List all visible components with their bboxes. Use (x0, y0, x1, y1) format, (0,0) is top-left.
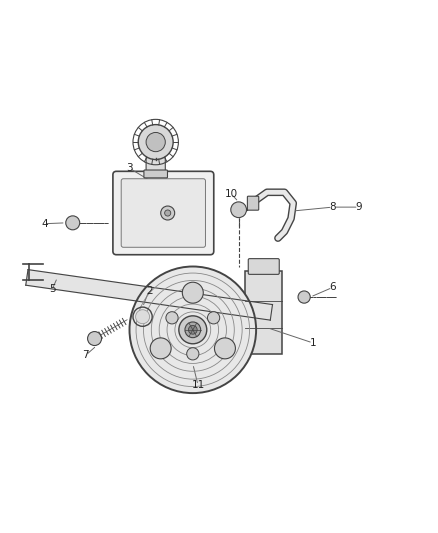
Polygon shape (26, 270, 272, 320)
Circle shape (187, 348, 199, 360)
Circle shape (166, 312, 178, 324)
Circle shape (179, 316, 207, 344)
Circle shape (66, 216, 80, 230)
Text: 3: 3 (126, 163, 133, 173)
Circle shape (185, 322, 201, 338)
Circle shape (182, 282, 203, 303)
Circle shape (165, 210, 171, 216)
Circle shape (130, 266, 256, 393)
FancyBboxPatch shape (113, 171, 214, 255)
Circle shape (231, 202, 247, 217)
Circle shape (188, 326, 197, 334)
Text: 9: 9 (355, 202, 362, 212)
FancyBboxPatch shape (121, 179, 205, 247)
Text: 11: 11 (191, 380, 205, 390)
Text: 1: 1 (310, 338, 316, 348)
Circle shape (88, 332, 102, 345)
Circle shape (215, 338, 235, 359)
FancyBboxPatch shape (247, 196, 259, 210)
FancyBboxPatch shape (248, 259, 279, 274)
FancyBboxPatch shape (144, 170, 167, 178)
Circle shape (146, 133, 165, 152)
Text: 4: 4 (41, 219, 48, 229)
Text: 2: 2 (146, 286, 152, 295)
Text: 5: 5 (49, 284, 56, 294)
Text: 6: 6 (329, 282, 336, 293)
Circle shape (161, 206, 175, 220)
Circle shape (150, 338, 171, 359)
Text: 8: 8 (329, 202, 336, 212)
Text: 7: 7 (82, 350, 89, 360)
Bar (245, 271, 283, 354)
Circle shape (298, 291, 310, 303)
Text: 10: 10 (225, 189, 238, 199)
Circle shape (138, 125, 173, 159)
Circle shape (136, 310, 150, 324)
FancyBboxPatch shape (146, 157, 165, 176)
Circle shape (208, 312, 220, 324)
